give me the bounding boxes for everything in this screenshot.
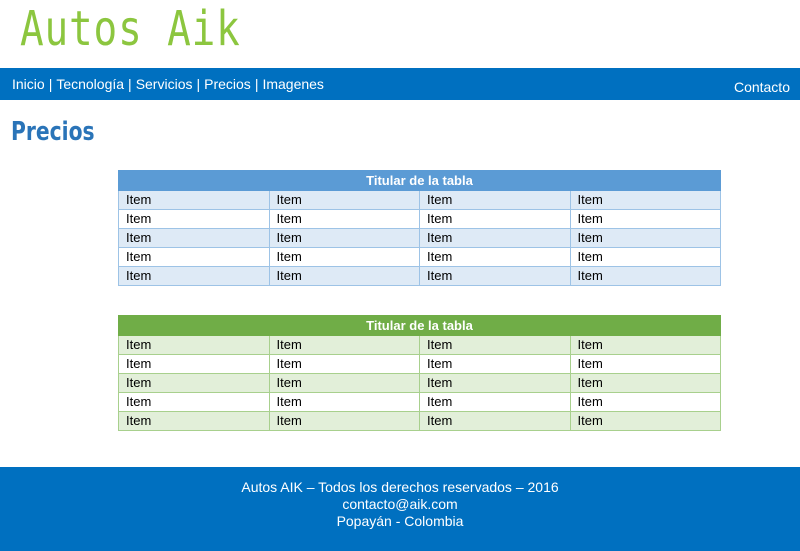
table-row: Item Item Item Item <box>118 373 721 393</box>
table-row: Item Item Item Item <box>118 209 721 229</box>
table-cell: Item <box>419 354 571 374</box>
nav-link-precios[interactable]: Precios <box>204 76 251 92</box>
table-cell: Item <box>419 335 571 355</box>
footer-email: contacto@aik.com <box>342 496 458 512</box>
footer-copyright: Autos AIK – Todos los derechos reservado… <box>241 479 559 495</box>
table-row: Item Item Item Item <box>118 411 721 431</box>
table-cell: Item <box>268 266 420 286</box>
table-cell: Item <box>419 266 571 286</box>
page-title: Precios <box>11 117 95 147</box>
footer-location: Popayán - Colombia <box>336 513 464 529</box>
table-row: Item Item Item Item <box>118 266 721 286</box>
table-cell: Item <box>268 373 420 393</box>
table-cell: Item <box>419 392 571 412</box>
nav-separator: | <box>254 76 259 92</box>
table-cell: Item <box>118 228 270 248</box>
nav-links: Inicio | Tecnología | Servicios | Precios | Imag… <box>12 76 324 92</box>
table-cell: Item <box>268 354 420 374</box>
nav-separator: | <box>48 76 53 92</box>
nav-separator: | <box>128 76 132 92</box>
table-cell: Item <box>419 247 571 267</box>
table-row: Item Item Item Item <box>118 392 721 412</box>
table-cell: Item <box>419 209 571 229</box>
table-cell: Item <box>118 373 270 393</box>
table-cell: Item <box>268 392 420 412</box>
table-cell: Item <box>569 354 721 374</box>
footer: Autos AIK – Todos los derechos reservado… <box>0 467 800 551</box>
table-row: Item Item Item Item <box>118 247 721 267</box>
nav-link-imagenes[interactable]: Imagenes <box>262 76 324 92</box>
table-row: Item Item Item Item <box>118 228 721 248</box>
table-cell: Item <box>419 373 571 393</box>
navbar: Inicio | Tecnología | Servicios | Precios | Imag… <box>0 68 800 100</box>
table-cell: Item <box>569 373 721 393</box>
table-cell: Item <box>419 228 571 248</box>
site-title: Autos Aik <box>20 1 241 57</box>
table-cell: Item <box>118 411 270 431</box>
table-caption: Titular de la tabla <box>118 315 721 336</box>
price-table-blue: Titular de la tabla Item Item Item Item Item… <box>118 170 721 286</box>
table-cell: Item <box>268 209 420 229</box>
table-cell: Item <box>118 247 270 267</box>
nav-link-inicio[interactable]: Inicio <box>12 76 45 92</box>
table-cell: Item <box>118 190 270 210</box>
table-cell: Item <box>569 228 721 248</box>
nav-link-tecnologia[interactable]: Tecnología <box>56 76 125 92</box>
table-cell: Item <box>419 190 571 210</box>
table-cell: Item <box>569 335 721 355</box>
table-cell: Item <box>569 247 721 267</box>
table-cell: Item <box>268 335 420 355</box>
table-row: Item Item Item Item <box>118 335 721 355</box>
table-caption: Titular de la tabla <box>118 170 721 191</box>
price-table-green: Titular de la tabla Item Item Item Item Item… <box>118 315 721 431</box>
table-cell: Item <box>569 266 721 286</box>
table-row: Item Item Item Item <box>118 354 721 374</box>
nav-separator: | <box>196 76 201 92</box>
table-cell: Item <box>118 209 270 229</box>
table-cell: Item <box>118 354 270 374</box>
table-cell: Item <box>118 266 270 286</box>
nav-link-contacto[interactable]: Contacto <box>733 79 790 95</box>
table-cell: Item <box>569 209 721 229</box>
table-cell: Item <box>118 392 270 412</box>
table-cell: Item <box>268 247 420 267</box>
table-cell: Item <box>118 335 270 355</box>
table-cell: Item <box>268 190 420 210</box>
table-cell: Item <box>419 411 571 431</box>
nav-link-servicios[interactable]: Servicios <box>135 76 193 92</box>
table-row: Item Item Item Item <box>118 190 721 210</box>
table-cell: Item <box>268 228 420 248</box>
table-cell: Item <box>569 411 721 431</box>
table-cell: Item <box>569 392 721 412</box>
table-cell: Item <box>569 190 721 210</box>
table-cell: Item <box>268 411 420 431</box>
